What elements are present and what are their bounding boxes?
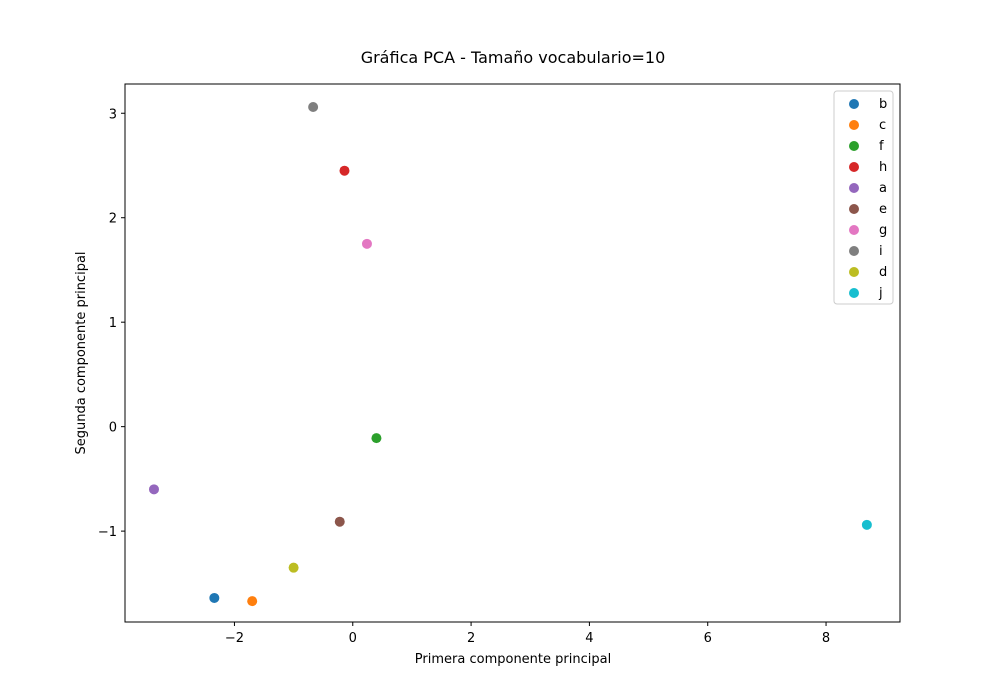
- point-f: [371, 433, 382, 444]
- legend-marker-h: [849, 162, 859, 172]
- y-tick-label: 1: [109, 316, 117, 331]
- x-tick-label: 2: [467, 631, 475, 646]
- legend-label-a: a: [879, 181, 887, 196]
- legend-frame: [833, 90, 894, 305]
- plot-frame: [124, 83, 901, 623]
- x-tick-label: −2: [225, 631, 244, 646]
- legend-marker-j: [849, 288, 859, 298]
- legend-marker-a: [849, 183, 859, 193]
- legend-marker-i: [849, 246, 859, 256]
- legend-marker-c: [849, 120, 859, 130]
- x-tick-label: 4: [585, 631, 593, 646]
- point-e: [334, 516, 345, 527]
- legend-label-e: e: [879, 202, 887, 217]
- point-i: [308, 101, 319, 112]
- y-axis-label: Segunda componente principal: [74, 251, 89, 454]
- y-tick-label: 2: [109, 212, 117, 227]
- legend-label-g: g: [879, 223, 887, 238]
- point-a: [148, 484, 159, 495]
- point-h: [339, 165, 350, 176]
- y-tick-label: 3: [109, 107, 117, 122]
- x-tick-label: 0: [349, 631, 357, 646]
- chart-title: Gráfica PCA - Tamaño vocabulario=10: [361, 48, 666, 67]
- y-axis-ticks: −1 0 1 2 3: [98, 107, 125, 540]
- x-axis-ticks: −2 0 2 4 6 8: [225, 622, 830, 646]
- point-d: [288, 562, 299, 573]
- legend-label-f: f: [879, 139, 884, 154]
- legend-marker-b: [849, 99, 859, 109]
- legend-label-j: j: [878, 286, 883, 301]
- legend-label-b: b: [879, 97, 887, 112]
- legend-marker-g: [849, 225, 859, 235]
- legend-label-h: h: [879, 160, 887, 175]
- point-g: [361, 238, 372, 249]
- y-tick-label: −1: [98, 525, 117, 540]
- legend-label-c: c: [879, 118, 886, 133]
- point-j: [861, 519, 872, 530]
- scatter-points: [148, 101, 872, 607]
- x-axis-label: Primera componente principal: [415, 652, 611, 667]
- x-tick-label: 8: [822, 631, 830, 646]
- x-tick-label: 6: [704, 631, 712, 646]
- y-tick-label: 0: [109, 421, 117, 436]
- point-c: [247, 596, 258, 607]
- legend-marker-d: [849, 267, 859, 277]
- legend-label-i: i: [879, 244, 883, 259]
- legend-label-d: d: [879, 265, 887, 280]
- legend-marker-e: [849, 204, 859, 214]
- point-b: [209, 592, 220, 603]
- legend-marker-f: [849, 141, 859, 151]
